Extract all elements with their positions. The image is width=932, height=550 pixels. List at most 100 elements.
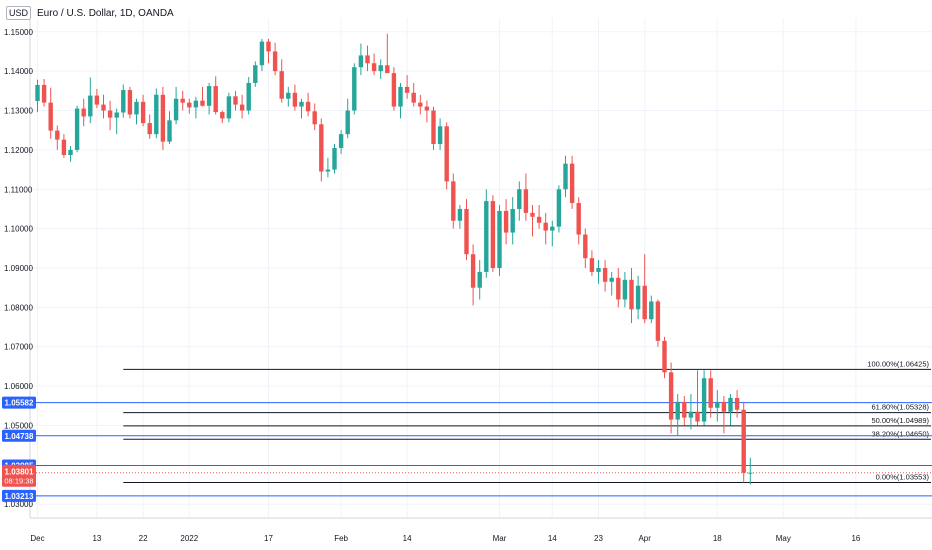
- price-level-tag-label: 1.04738: [5, 432, 34, 441]
- candle-body: [602, 268, 608, 282]
- candle-body: [596, 268, 601, 272]
- price-tick-label: 1.12000: [4, 146, 33, 155]
- candle-body: [338, 134, 344, 148]
- candle-body: [358, 55, 364, 68]
- price-level-tag-label: 1.03213: [5, 492, 34, 501]
- fib-level-label: 50.00%(1.04989): [871, 416, 929, 425]
- price-level-tag: [2, 489, 36, 502]
- candle-body: [721, 401, 727, 412]
- current-price-label: 1.03801: [5, 468, 34, 477]
- candle-body: [61, 139, 67, 156]
- candle-body: [701, 378, 707, 422]
- candle-body: [385, 65, 390, 74]
- candle-body: [48, 102, 53, 131]
- candle-body: [583, 234, 588, 259]
- currency-button[interactable]: USD: [6, 6, 32, 20]
- candle-body: [299, 101, 304, 107]
- price-tick-label: 1.14000: [4, 67, 33, 76]
- candle-body: [107, 110, 113, 118]
- candle-body: [734, 397, 740, 410]
- candle-body: [523, 189, 529, 213]
- candle-body: [437, 126, 443, 144]
- candle-body: [464, 208, 469, 255]
- candle-body: [371, 63, 377, 72]
- time-tick-label: 14: [403, 534, 412, 543]
- candle-body: [470, 254, 476, 288]
- candle-body: [457, 208, 463, 221]
- time-tick-label: Dec: [30, 534, 44, 543]
- candle-body: [517, 189, 522, 209]
- candle-body: [180, 98, 185, 103]
- candle-body: [708, 378, 713, 408]
- candle-body: [312, 111, 317, 125]
- candle-body: [140, 101, 146, 124]
- candle-body: [325, 169, 331, 172]
- price-tick-label: 1.08000: [4, 303, 33, 312]
- time-tick-label: 18: [713, 534, 722, 543]
- candle-body: [74, 108, 80, 150]
- candle-body: [114, 112, 119, 118]
- time-tick-label: 13: [92, 534, 101, 543]
- candle-body: [418, 102, 423, 107]
- candle-body: [101, 104, 106, 111]
- time-tick-label: Mar: [493, 534, 507, 543]
- candle-body: [550, 226, 555, 231]
- price-tick-label: 1.15000: [4, 28, 33, 37]
- candle-body: [365, 55, 370, 64]
- candle-body: [662, 340, 667, 373]
- candle-body: [497, 210, 502, 268]
- fib-level-label: 0.00%(1.03553): [876, 472, 930, 481]
- candle-body: [569, 163, 575, 204]
- candle-body: [206, 86, 212, 106]
- candle-body: [451, 181, 456, 221]
- candle-body: [173, 98, 179, 121]
- time-tick-label: 22: [139, 534, 148, 543]
- candle-body: [635, 285, 641, 310]
- price-level-tag: [2, 396, 36, 409]
- candle-body: [68, 149, 73, 156]
- price-tick-label: 1.13000: [4, 107, 33, 116]
- time-tick-label: 2022: [180, 534, 198, 543]
- candle-body: [688, 411, 694, 418]
- candle-body: [576, 203, 581, 235]
- candle-body: [378, 65, 383, 72]
- candle-body: [352, 67, 357, 111]
- price-tick-label: 1.06000: [4, 382, 33, 391]
- candle-body: [253, 65, 258, 83]
- candle-body: [589, 258, 595, 272]
- symbol-title: Euro / U.S. Dollar, 1D, OANDA: [37, 7, 174, 19]
- candle-body: [319, 124, 324, 172]
- candle-body: [292, 92, 298, 107]
- price-tick-label: 1.07000: [4, 343, 33, 352]
- candle-body: [629, 279, 634, 310]
- candle-body: [266, 41, 271, 52]
- time-tick-label: 17: [264, 534, 273, 543]
- price-tick-label: 1.09000: [4, 264, 33, 273]
- candle-body: [391, 73, 397, 107]
- candle-body: [193, 100, 199, 108]
- candle-body: [655, 301, 661, 341]
- fib-level-label: 100.00%(1.06425): [867, 359, 929, 368]
- time-tick-label: Feb: [334, 534, 348, 543]
- candle-body: [233, 96, 238, 105]
- candle-body: [609, 277, 614, 282]
- candle-body: [259, 41, 265, 66]
- candle-body: [622, 279, 628, 300]
- candle-body: [81, 108, 86, 117]
- candle-body: [748, 472, 753, 474]
- current-price-tag: [2, 464, 36, 487]
- candle-body: [536, 216, 542, 223]
- candle-body: [543, 222, 548, 231]
- fib-level-label: 61.80%(1.05328): [871, 403, 929, 412]
- price-level-tag-label: 1.05582: [5, 399, 34, 408]
- candle-body: [187, 102, 192, 108]
- time-tick-label: 14: [548, 534, 557, 543]
- candle-body: [530, 212, 535, 217]
- candle-body: [246, 82, 251, 111]
- candle-body: [220, 112, 225, 119]
- candle-body: [556, 189, 562, 227]
- candle-body: [121, 90, 126, 113]
- candle-body: [411, 92, 416, 103]
- time-tick-label: 16: [851, 534, 860, 543]
